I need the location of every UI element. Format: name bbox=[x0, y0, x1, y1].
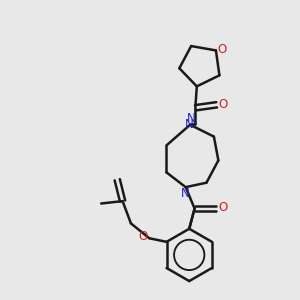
Text: O: O bbox=[138, 230, 147, 243]
Text: O: O bbox=[218, 202, 227, 214]
Text: N: N bbox=[184, 118, 193, 130]
Text: O: O bbox=[218, 43, 227, 56]
Text: N: N bbox=[187, 112, 196, 125]
Text: N: N bbox=[181, 187, 190, 200]
Text: O: O bbox=[219, 98, 228, 111]
